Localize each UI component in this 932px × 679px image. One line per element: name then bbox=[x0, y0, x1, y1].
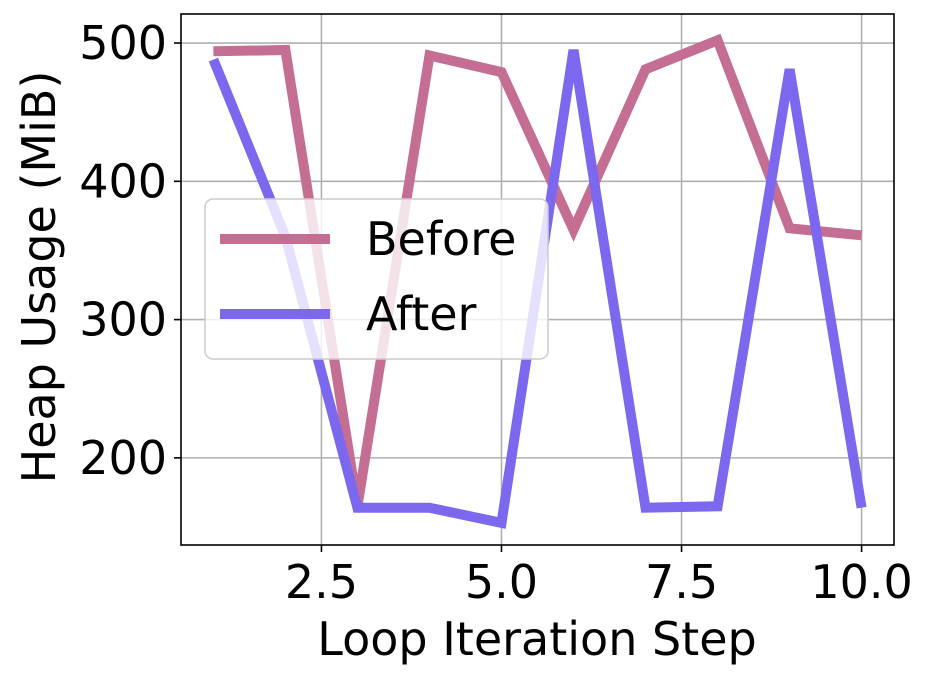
y-tick-label: 200 bbox=[79, 431, 167, 485]
plot-area-frame bbox=[180, 13, 895, 546]
y-tick-label: 500 bbox=[79, 16, 167, 70]
x-tick-label: 2.5 bbox=[285, 555, 358, 609]
y-tick-label: 400 bbox=[79, 154, 167, 208]
legend-label-after: After bbox=[366, 287, 477, 341]
y-tick-label: 300 bbox=[79, 293, 167, 347]
x-tick-label: 5.0 bbox=[465, 555, 538, 609]
y-axis-label: Heap Usage (MiB) bbox=[12, 71, 66, 484]
y-axis-ticks: 200 300 400 500 bbox=[79, 16, 181, 485]
legend-label-before: Before bbox=[366, 212, 516, 266]
legend: Before After bbox=[204, 198, 549, 360]
x-tick-label: 7.5 bbox=[645, 555, 718, 609]
x-axis-ticks: 2.5 5.0 7.5 10.0 bbox=[285, 545, 913, 609]
x-axis-label: Loop Iteration Step bbox=[317, 612, 756, 666]
x-tick-label: 10.0 bbox=[810, 555, 912, 609]
